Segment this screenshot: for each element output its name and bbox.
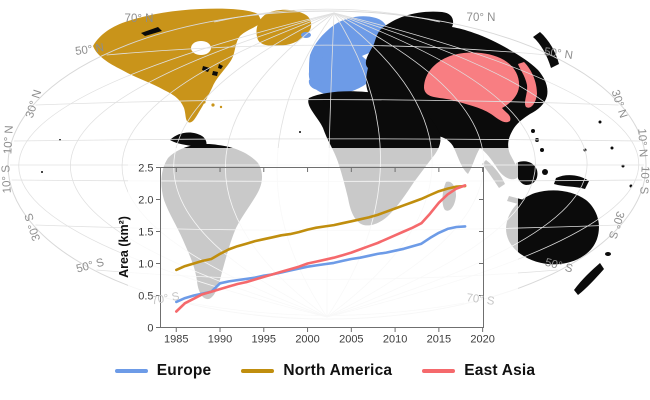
x-tick-label: 1985 bbox=[164, 334, 188, 346]
series-line-north-america bbox=[175, 184, 467, 272]
x-tick-label: 2000 bbox=[295, 334, 319, 346]
japan-region bbox=[518, 62, 537, 108]
north-america-region bbox=[93, 8, 262, 123]
x-tick-label: 2005 bbox=[339, 334, 363, 346]
chukotka-sliver bbox=[141, 27, 162, 36]
legend-item-east-asia: East Asia bbox=[422, 362, 535, 380]
y-tick-label: 1.0 bbox=[138, 259, 153, 271]
x-tick-label: 1995 bbox=[252, 334, 276, 346]
chart-legend: Europe North America East Asia bbox=[0, 362, 650, 380]
latitude-label: 10° N bbox=[635, 128, 648, 157]
faint-latitude-label: 70° S bbox=[151, 291, 181, 308]
latitude-label: 70° N bbox=[125, 13, 154, 25]
east-asia-region bbox=[424, 52, 520, 123]
latitude-label: 10° N bbox=[2, 125, 15, 154]
legend-item-europe: Europe bbox=[114, 362, 212, 380]
inset-background-overlay bbox=[128, 148, 518, 357]
faint-latitude-label: 70° S bbox=[466, 292, 496, 308]
legend-label: Europe bbox=[156, 362, 212, 379]
chart-text: 1985 1990 1995 2000 2005 2010 2015 2020 0 0.5 1.0 1… bbox=[117, 163, 495, 346]
chart-series bbox=[175, 184, 467, 313]
y-tick-label: 2.0 bbox=[138, 195, 153, 207]
legend-label: North America bbox=[283, 362, 393, 379]
legend-line-swatch bbox=[114, 369, 148, 373]
iberia bbox=[308, 78, 322, 90]
y-tick-label: 2.5 bbox=[138, 163, 153, 175]
x-tick-label: 2020 bbox=[470, 334, 494, 346]
latitude-label: 10° S bbox=[637, 166, 650, 195]
y-tick-label: 0 bbox=[147, 323, 153, 335]
latitude-label: 50° N bbox=[543, 46, 573, 62]
legend-line-swatch bbox=[422, 369, 456, 373]
legend-item-north-america: North America bbox=[241, 362, 392, 380]
series-line-east-asia bbox=[175, 184, 467, 313]
x-tick-label: 2010 bbox=[383, 334, 407, 346]
series-line-europe bbox=[175, 225, 467, 304]
great-lakes bbox=[202, 64, 223, 76]
greenland-region bbox=[256, 9, 312, 46]
legend-line-swatch bbox=[241, 369, 275, 373]
kamchatka bbox=[533, 32, 559, 68]
y-tick-label: 0.5 bbox=[138, 291, 153, 303]
x-tick-label: 1990 bbox=[208, 334, 232, 346]
latitude-label: 70° N bbox=[467, 12, 496, 24]
central-america bbox=[170, 132, 207, 150]
new-zealand-north bbox=[605, 252, 611, 256]
british-isles bbox=[313, 51, 323, 62]
faint-latitude-labels: 70° S 70° S bbox=[151, 291, 496, 308]
y-tick-label: 1.5 bbox=[138, 227, 153, 239]
latitude-label: 10° S bbox=[0, 164, 13, 193]
y-axis-title: Area (km²) bbox=[117, 216, 131, 278]
chart-axes bbox=[156, 167, 484, 332]
latitude-label: 50° N bbox=[74, 42, 104, 58]
x-tick-label: 2015 bbox=[427, 334, 451, 346]
legend-label: East Asia bbox=[464, 362, 536, 379]
new-zealand bbox=[574, 263, 604, 295]
